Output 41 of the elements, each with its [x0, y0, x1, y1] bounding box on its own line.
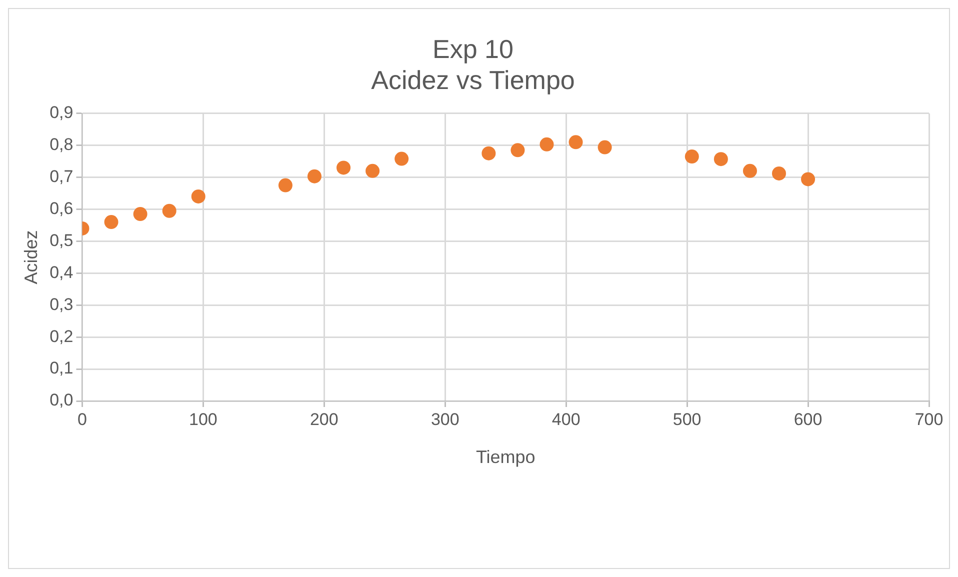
y-tick-label: 0,6	[50, 198, 74, 218]
y-axis-title: Acidez	[20, 230, 41, 284]
y-tick-label: 0,4	[50, 262, 74, 282]
y-tick-label: 0,7	[50, 167, 74, 186]
x-axis-title: Tiempo	[476, 447, 536, 468]
point	[104, 215, 118, 230]
x-tick-label: 600	[794, 410, 822, 429]
y-tick-label: 0,0	[50, 390, 74, 410]
text: Acidez vs Tiempo	[371, 64, 575, 95]
point	[801, 172, 816, 186]
x-tick-label: 300	[430, 410, 460, 429]
point	[568, 135, 583, 150]
y-tick-label: 0,8	[50, 135, 74, 154]
point	[278, 178, 292, 192]
y-tick-label: 0,3	[50, 294, 74, 314]
point	[133, 207, 148, 222]
point	[162, 204, 176, 218]
point	[191, 189, 206, 204]
point	[540, 137, 554, 152]
point	[366, 164, 380, 178]
y-tick-label: 0,5	[50, 230, 74, 250]
point	[482, 146, 496, 160]
point	[598, 140, 612, 154]
x-tick-label: 100	[189, 410, 218, 429]
point	[394, 152, 409, 166]
point	[742, 164, 757, 178]
x-tick-label: 700	[914, 410, 944, 429]
point	[336, 160, 351, 175]
y-tick-label: 0,1	[50, 358, 74, 378]
point	[684, 150, 699, 164]
y-tick-label: 0,2	[50, 326, 74, 346]
x-tick-label: 500	[672, 410, 702, 429]
text: Exp 10	[432, 34, 514, 64]
x-tick-label: 0	[78, 410, 87, 429]
point	[510, 143, 525, 158]
x-tick-label: 400	[552, 410, 580, 429]
x-tick-label: 200	[310, 410, 338, 429]
point	[307, 169, 322, 184]
point	[772, 166, 786, 180]
y-tick-label: 0,9	[50, 103, 74, 122]
point	[714, 152, 728, 166]
